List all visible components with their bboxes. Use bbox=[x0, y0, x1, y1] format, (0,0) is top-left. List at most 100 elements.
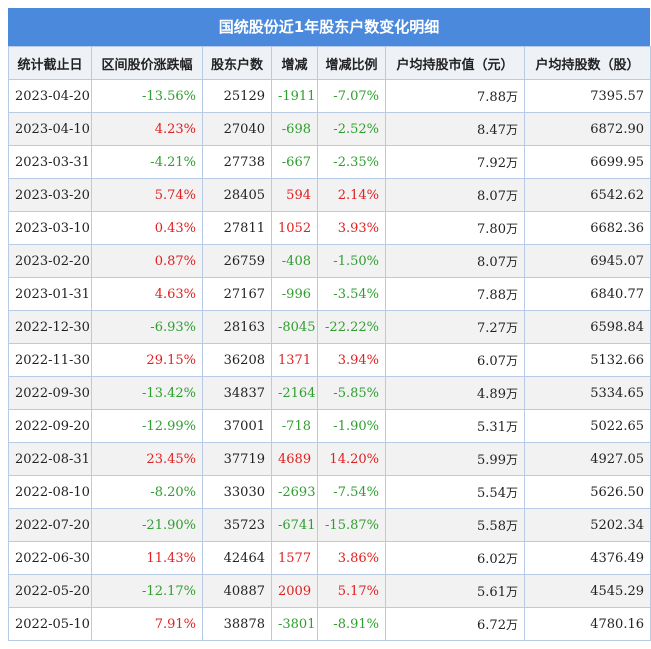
table-row: 2022-08-31 23.45% 37719 4689 14.20% 5.99万 4927… bbox=[8, 442, 651, 476]
avg-value-unit: 万 bbox=[505, 353, 518, 368]
cell-change: -2693 bbox=[271, 475, 318, 509]
holders-table-panel: 国统股份近1年股东户数变化明细 统计截止日 区间股价涨跌幅 股东户数 增减 增减… bbox=[8, 8, 651, 641]
table-row: 2022-09-30 -13.42% 34837 -2164 -5.85% 4.89万 53… bbox=[8, 376, 651, 410]
avg-value-unit: 万 bbox=[505, 584, 518, 599]
table-row: 2022-08-10 -8.20% 33030 -2693 -7.54% 5.54万 562… bbox=[8, 475, 651, 509]
table-title: 国统股份近1年股东户数变化明细 bbox=[8, 8, 650, 46]
table-row: 2023-02-20 0.87% 26759 -408 -1.50% 8.07万 6945.… bbox=[8, 244, 651, 278]
cell-date: 2023-03-10 bbox=[8, 211, 92, 245]
cell-change: -1911 bbox=[271, 79, 318, 113]
cell-date: 2023-03-20 bbox=[8, 178, 92, 212]
cell-change: -6741 bbox=[271, 508, 318, 542]
header-row: 统计截止日 区间股价涨跌幅 股东户数 增减 增减比例 户均持股市值（元） 户均持… bbox=[8, 46, 651, 80]
cell-avg-value: 5.61万 bbox=[385, 574, 525, 608]
cell-holders: 37719 bbox=[202, 442, 272, 476]
cell-price-change: 23.45% bbox=[91, 442, 203, 476]
cell-change-pct: 5.17% bbox=[317, 574, 386, 608]
cell-date: 2023-02-20 bbox=[8, 244, 92, 278]
cell-price-change: -21.90% bbox=[91, 508, 203, 542]
avg-value-number: 6.02 bbox=[477, 551, 506, 567]
cell-change: -3801 bbox=[271, 607, 318, 641]
cell-change-pct: 2.14% bbox=[317, 178, 386, 212]
table-row: 2022-11-30 29.15% 36208 1371 3.94% 6.07万 5132.… bbox=[8, 343, 651, 377]
cell-avg-shares: 6542.62 bbox=[524, 178, 651, 212]
avg-value-number: 8.47 bbox=[477, 122, 506, 138]
cell-change: -8045 bbox=[271, 310, 318, 344]
cell-price-change: 7.91% bbox=[91, 607, 203, 641]
cell-avg-value: 5.99万 bbox=[385, 442, 525, 476]
cell-change: -996 bbox=[271, 277, 318, 311]
cell-price-change: 4.23% bbox=[91, 112, 203, 146]
cell-change-pct: -7.07% bbox=[317, 79, 386, 113]
cell-avg-shares: 6699.95 bbox=[524, 145, 651, 179]
cell-price-change: 0.87% bbox=[91, 244, 203, 278]
table-row: 2023-03-10 0.43% 27811 1052 3.93% 7.80万 6682.3… bbox=[8, 211, 651, 245]
cell-holders: 28405 bbox=[202, 178, 272, 212]
cell-avg-shares: 7395.57 bbox=[524, 79, 651, 113]
cell-avg-shares: 6872.90 bbox=[524, 112, 651, 146]
cell-avg-shares: 5626.50 bbox=[524, 475, 651, 509]
cell-avg-value: 8.07万 bbox=[385, 244, 525, 278]
cell-change-pct: -1.90% bbox=[317, 409, 386, 443]
avg-value-number: 5.99 bbox=[477, 452, 506, 468]
cell-change: 1052 bbox=[271, 211, 318, 245]
table-row: 2022-05-10 7.91% 38878 -3801 -8.91% 6.72万 4780… bbox=[8, 607, 651, 641]
cell-date: 2022-08-10 bbox=[8, 475, 92, 509]
cell-holders: 27738 bbox=[202, 145, 272, 179]
cell-change-pct: -8.91% bbox=[317, 607, 386, 641]
table-row: 2023-04-10 4.23% 27040 -698 -2.52% 8.47万 6872.… bbox=[8, 112, 651, 146]
cell-change: -667 bbox=[271, 145, 318, 179]
avg-value-unit: 万 bbox=[505, 122, 518, 137]
cell-holders: 27040 bbox=[202, 112, 272, 146]
avg-value-number: 6.07 bbox=[477, 353, 506, 369]
cell-holders: 25129 bbox=[202, 79, 272, 113]
cell-price-change: 29.15% bbox=[91, 343, 203, 377]
cell-price-change: -4.21% bbox=[91, 145, 203, 179]
cell-avg-value: 5.31万 bbox=[385, 409, 525, 443]
table-row: 2022-06-30 11.43% 42464 1577 3.86% 6.02万 4376.… bbox=[8, 541, 651, 575]
cell-avg-shares: 5022.65 bbox=[524, 409, 651, 443]
table-row: 2023-03-31 -4.21% 27738 -667 -2.35% 7.92万 6699… bbox=[8, 145, 651, 179]
avg-value-number: 7.27 bbox=[477, 320, 506, 336]
cell-date: 2022-05-20 bbox=[8, 574, 92, 608]
cell-holders: 27811 bbox=[202, 211, 272, 245]
avg-value-unit: 万 bbox=[505, 518, 518, 533]
cell-avg-shares: 6598.84 bbox=[524, 310, 651, 344]
cell-change-pct: -3.54% bbox=[317, 277, 386, 311]
cell-change: 594 bbox=[271, 178, 318, 212]
table-row: 2022-07-20 -21.90% 35723 -6741 -15.87% 5.58万 5… bbox=[8, 508, 651, 542]
cell-holders: 34837 bbox=[202, 376, 272, 410]
cell-holders: 36208 bbox=[202, 343, 272, 377]
avg-value-unit: 万 bbox=[505, 254, 518, 269]
cell-date: 2023-04-10 bbox=[8, 112, 92, 146]
cell-avg-shares: 4376.49 bbox=[524, 541, 651, 575]
cell-holders: 42464 bbox=[202, 541, 272, 575]
avg-value-unit: 万 bbox=[505, 617, 518, 632]
cell-avg-shares: 5202.34 bbox=[524, 508, 651, 542]
cell-change: -408 bbox=[271, 244, 318, 278]
cell-price-change: 5.74% bbox=[91, 178, 203, 212]
header-date: 统计截止日 bbox=[8, 46, 92, 80]
cell-change: 1577 bbox=[271, 541, 318, 575]
cell-avg-value: 6.02万 bbox=[385, 541, 525, 575]
cell-price-change: -12.17% bbox=[91, 574, 203, 608]
avg-value-number: 7.88 bbox=[477, 89, 506, 105]
header-price-change: 区间股价涨跌幅 bbox=[91, 46, 203, 80]
avg-value-unit: 万 bbox=[505, 155, 518, 170]
cell-avg-value: 7.92万 bbox=[385, 145, 525, 179]
avg-value-number: 5.61 bbox=[477, 584, 506, 600]
avg-value-number: 5.31 bbox=[477, 419, 506, 435]
cell-change: -718 bbox=[271, 409, 318, 443]
cell-date: 2022-12-30 bbox=[8, 310, 92, 344]
cell-change-pct: -22.22% bbox=[317, 310, 386, 344]
avg-value-unit: 万 bbox=[505, 287, 518, 302]
cell-holders: 37001 bbox=[202, 409, 272, 443]
cell-change-pct: 14.20% bbox=[317, 442, 386, 476]
avg-value-number: 5.58 bbox=[477, 518, 506, 534]
avg-value-unit: 万 bbox=[505, 452, 518, 467]
cell-avg-shares: 5132.66 bbox=[524, 343, 651, 377]
cell-holders: 33030 bbox=[202, 475, 272, 509]
cell-date: 2022-07-20 bbox=[8, 508, 92, 542]
cell-avg-shares: 6945.07 bbox=[524, 244, 651, 278]
cell-holders: 35723 bbox=[202, 508, 272, 542]
